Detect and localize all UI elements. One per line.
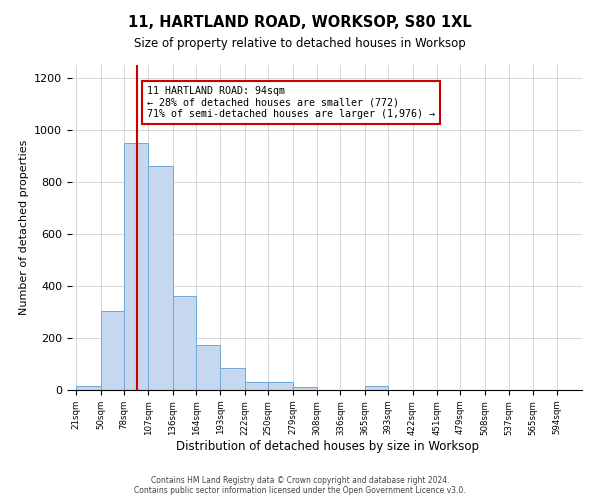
Bar (76, 386, 101, 390)
Bar (268, 382, 293, 390)
Y-axis label: Number of detached properties: Number of detached properties (19, 140, 29, 315)
Bar (245, 382, 268, 390)
X-axis label: Distribution of detached houses by size in Worksop: Distribution of detached houses by size … (176, 440, 479, 453)
Text: 11, HARTLAND ROAD, WORKSOP, S80 1XL: 11, HARTLAND ROAD, WORKSOP, S80 1XL (128, 15, 472, 30)
Bar (101, 310, 124, 390)
Bar (124, 143, 148, 390)
Bar (196, 344, 220, 390)
Bar (365, 386, 388, 390)
Text: Size of property relative to detached houses in Worksop: Size of property relative to detached ho… (134, 38, 466, 51)
Text: 11 HARTLAND ROAD: 94sqm
← 28% of detached houses are smaller (772)
71% of semi-d: 11 HARTLAND ROAD: 94sqm ← 28% of detache… (146, 86, 434, 119)
Text: Contains HM Land Registry data © Crown copyright and database right 2024.
Contai: Contains HM Land Registry data © Crown c… (134, 476, 466, 495)
Bar (293, 388, 317, 390)
Bar (173, 296, 196, 390)
Bar (148, 166, 173, 390)
Bar (220, 368, 245, 390)
